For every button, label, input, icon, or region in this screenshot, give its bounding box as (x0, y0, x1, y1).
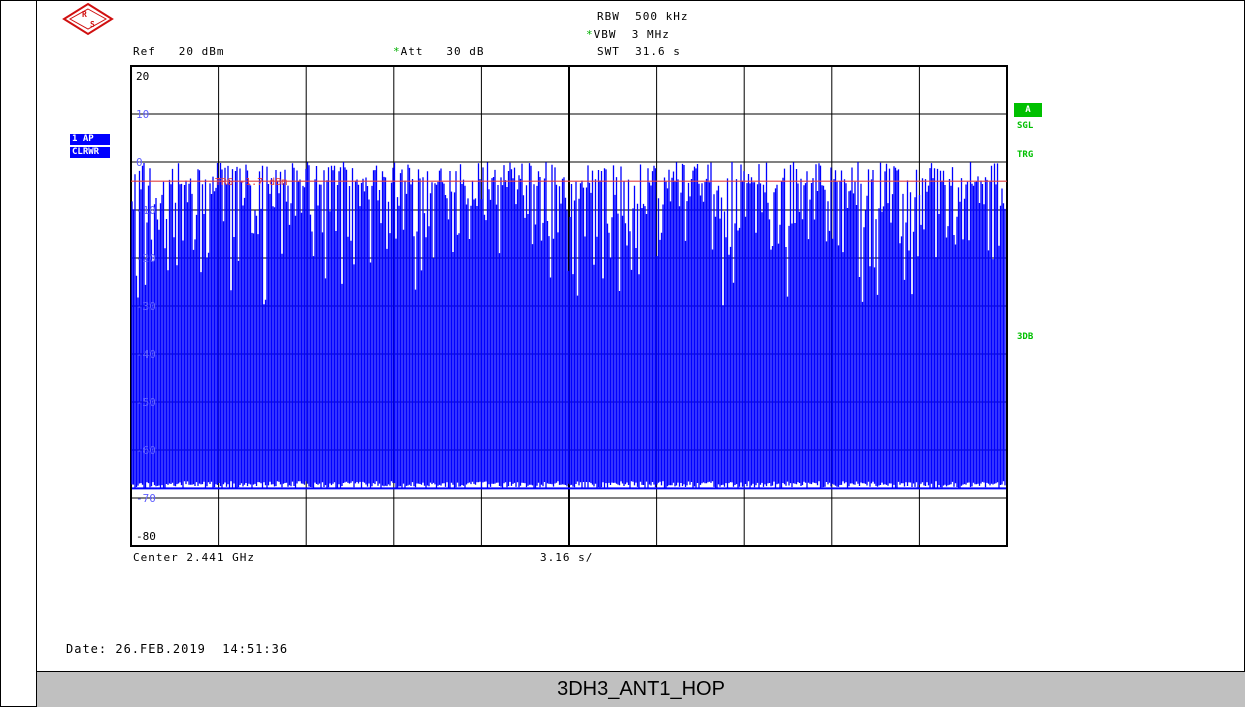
vbw-readout: *VBW 3 MHz (586, 28, 670, 41)
trace-mode-label: 1 AP (70, 134, 110, 145)
y-tick-labels: 20 10 0 -10 -20 -30 -40 -50 -60 -70 -80 (134, 70, 158, 543)
svg-text:R: R (82, 10, 87, 19)
y-tick-label: -30 (136, 300, 156, 313)
left-rule (36, 0, 37, 707)
trace-clrwr-label: CLRWR (70, 147, 110, 158)
trigger-label: TRG -1.7 dBm (215, 177, 287, 188)
spectrum-trace (131, 162, 1006, 490)
y-tick-label: -20 (136, 252, 156, 265)
date-stamp: Date: 26.FEB.2019 14:51:36 (66, 642, 289, 656)
att-readout: *Att 30 dB (393, 45, 485, 58)
y-tick-label: -70 (136, 492, 156, 505)
trace-path (131, 162, 1006, 489)
sgl-indicator: SGL (1017, 121, 1034, 131)
center-frequency: Center 2.441 GHz (133, 551, 255, 564)
y-tick-label: -40 (136, 348, 156, 361)
trace-a-indicator: A (1014, 103, 1042, 117)
y-tick-label: -80 (136, 530, 156, 543)
sweep-per-division: 3.16 s/ (540, 551, 594, 564)
swt-readout: SWT 31.6 s (597, 45, 681, 58)
y-tick-label: -10 (136, 204, 156, 217)
trg-indicator: TRG (1017, 150, 1034, 160)
svg-text:S: S (90, 20, 95, 29)
y-tick-bg (134, 530, 158, 542)
y-tick-label: 20 (136, 70, 149, 83)
plot-caption: 3DH3_ANT1_HOP (557, 678, 725, 700)
y-tick-label: 10 (136, 108, 149, 121)
y-tick-bg (134, 70, 158, 82)
y-tick-label: 0 (136, 156, 143, 169)
rohde-schwarz-logo-icon: R S (62, 2, 114, 36)
y-tick-label: -60 (136, 444, 156, 457)
3db-indicator: 3DB (1017, 332, 1034, 342)
ref-readout: Ref 20 dBm (133, 45, 225, 58)
y-tick-label: -50 (136, 396, 156, 409)
rbw-readout: RBW 500 kHz (597, 10, 689, 23)
caption-bar: 3DH3_ANT1_HOP (36, 671, 1245, 707)
